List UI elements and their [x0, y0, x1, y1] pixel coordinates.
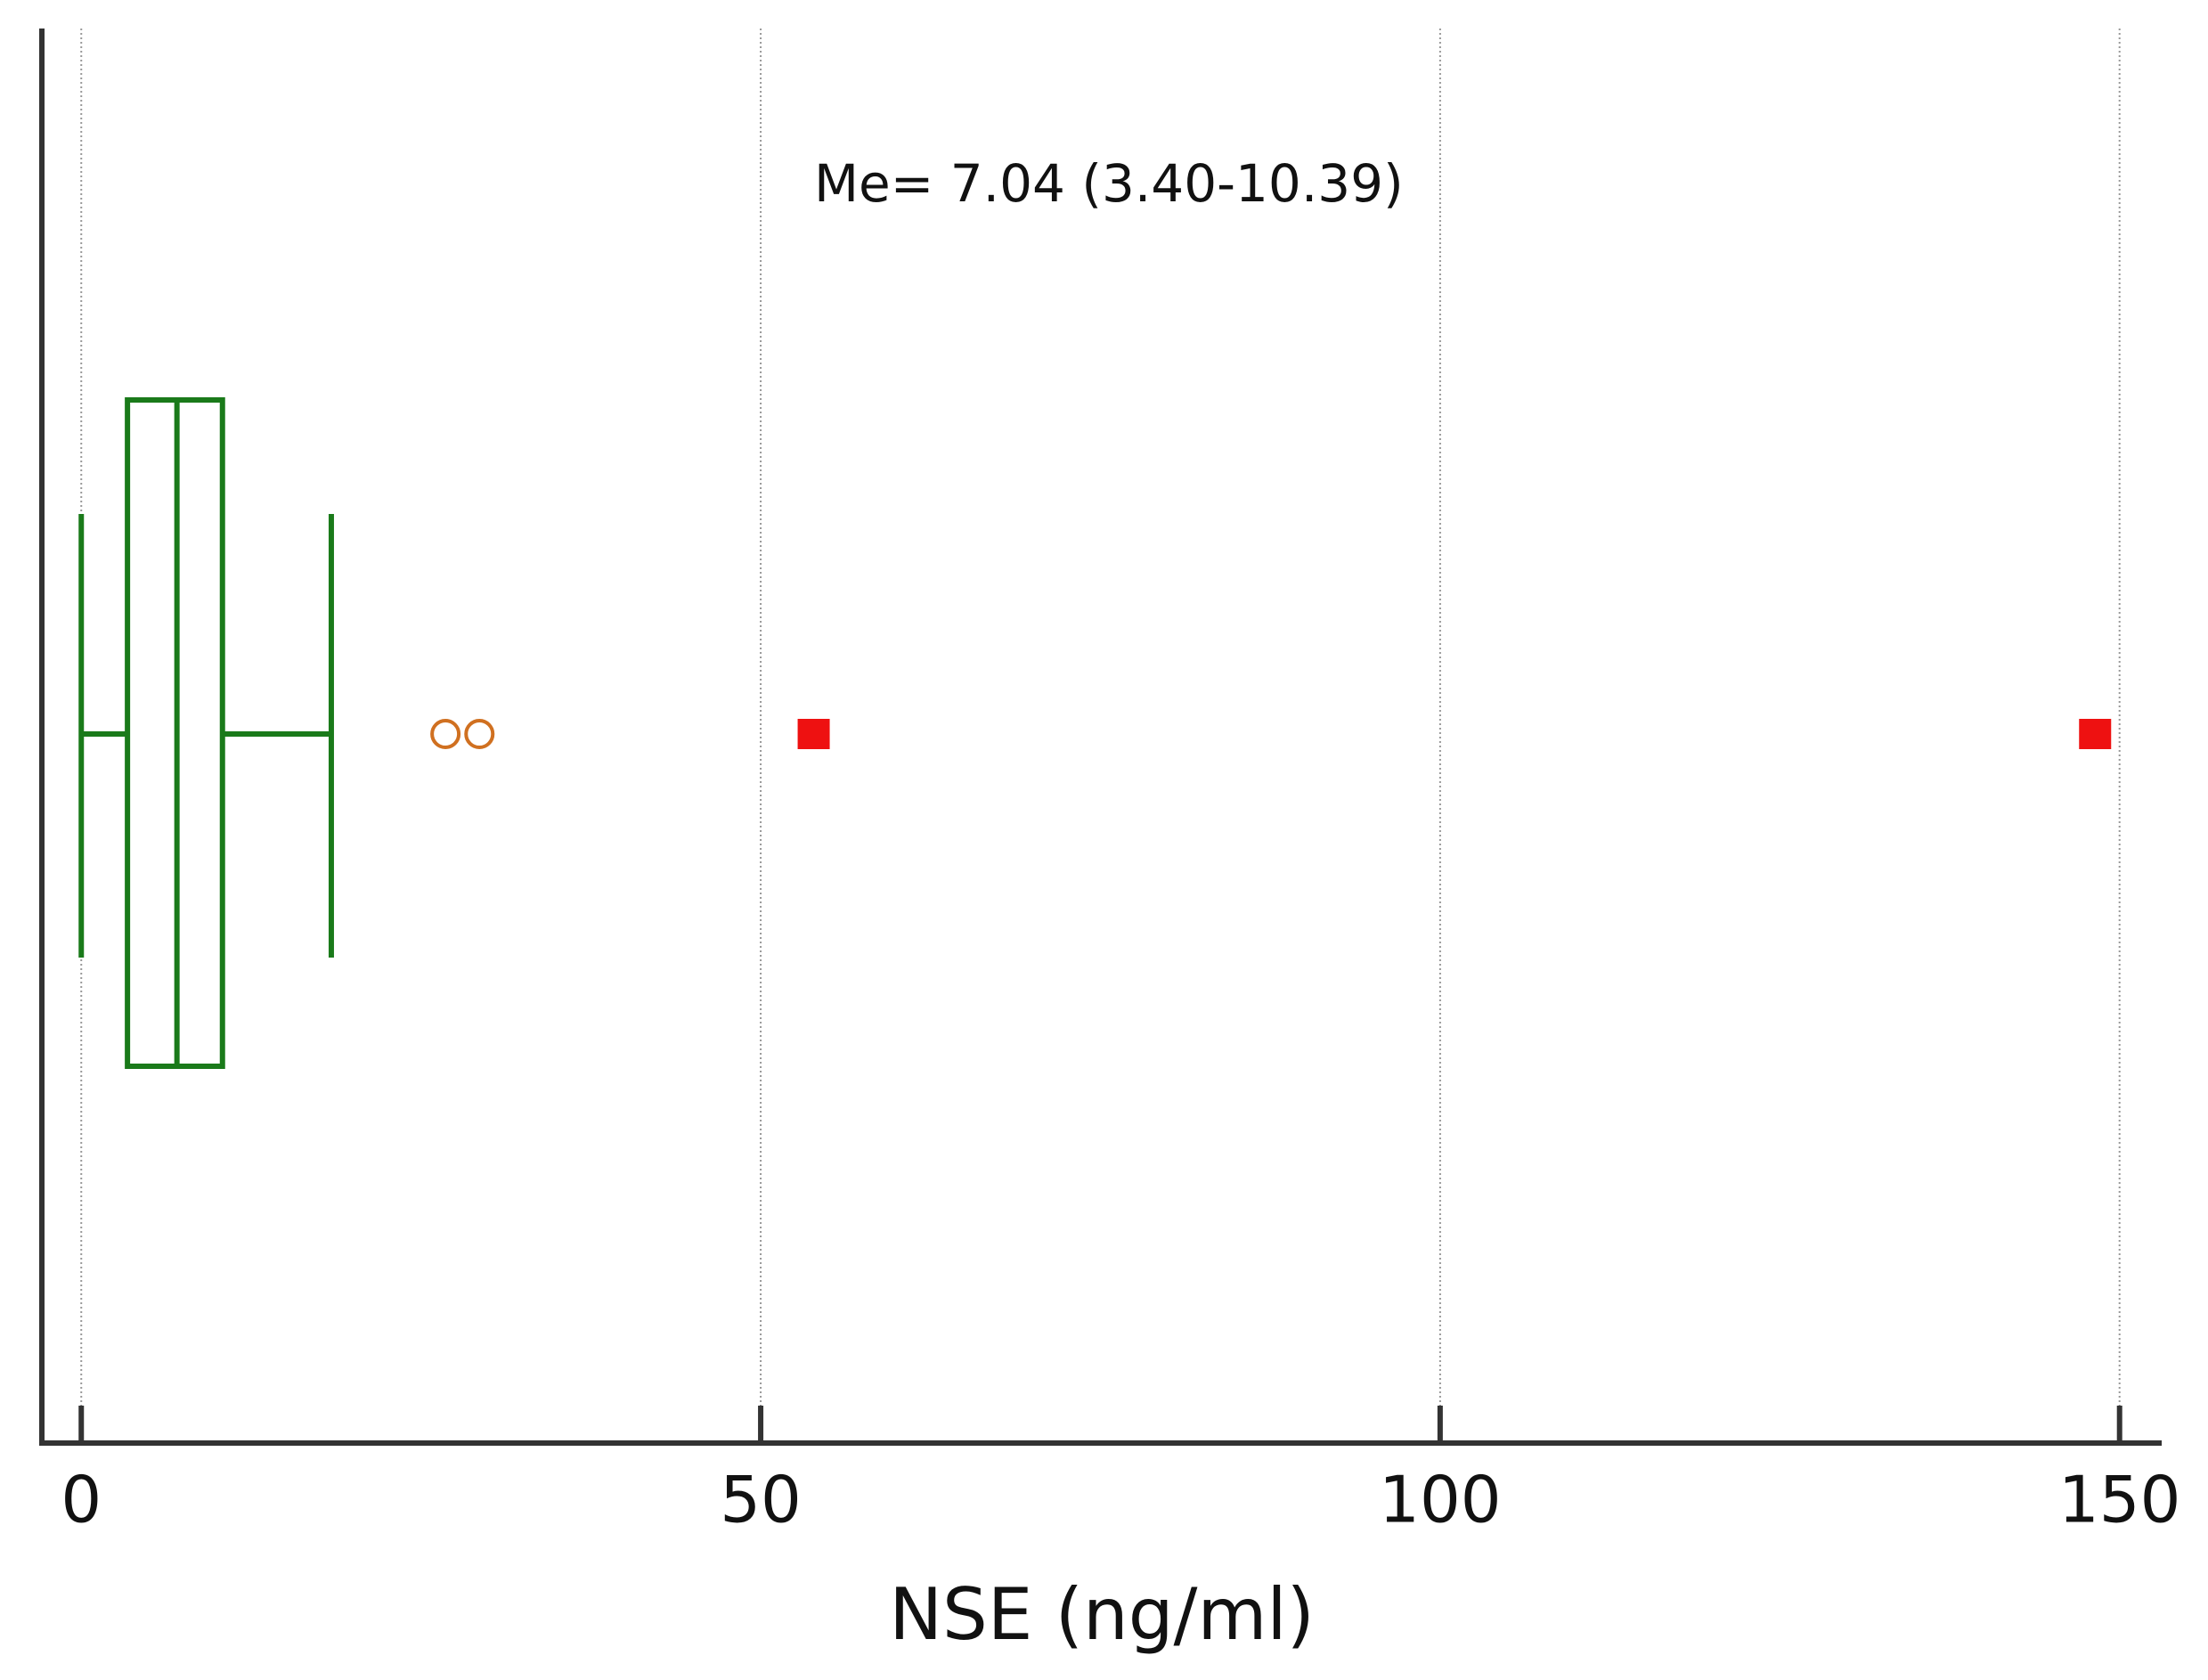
extreme: [797, 719, 830, 749]
extreme: [2079, 719, 2112, 749]
x-tick-label: 0: [61, 1463, 102, 1537]
x-axis-label: NSE (ng/ml): [889, 1573, 1315, 1656]
outlier: [430, 719, 461, 749]
x-tick-label: 150: [2058, 1463, 2180, 1537]
x-tick-label: 50: [720, 1463, 802, 1537]
outlier: [464, 719, 495, 749]
x-tick-label: 100: [1379, 1463, 1501, 1537]
annotation: Me= 7.04 (3.40-10.39): [814, 153, 1404, 214]
